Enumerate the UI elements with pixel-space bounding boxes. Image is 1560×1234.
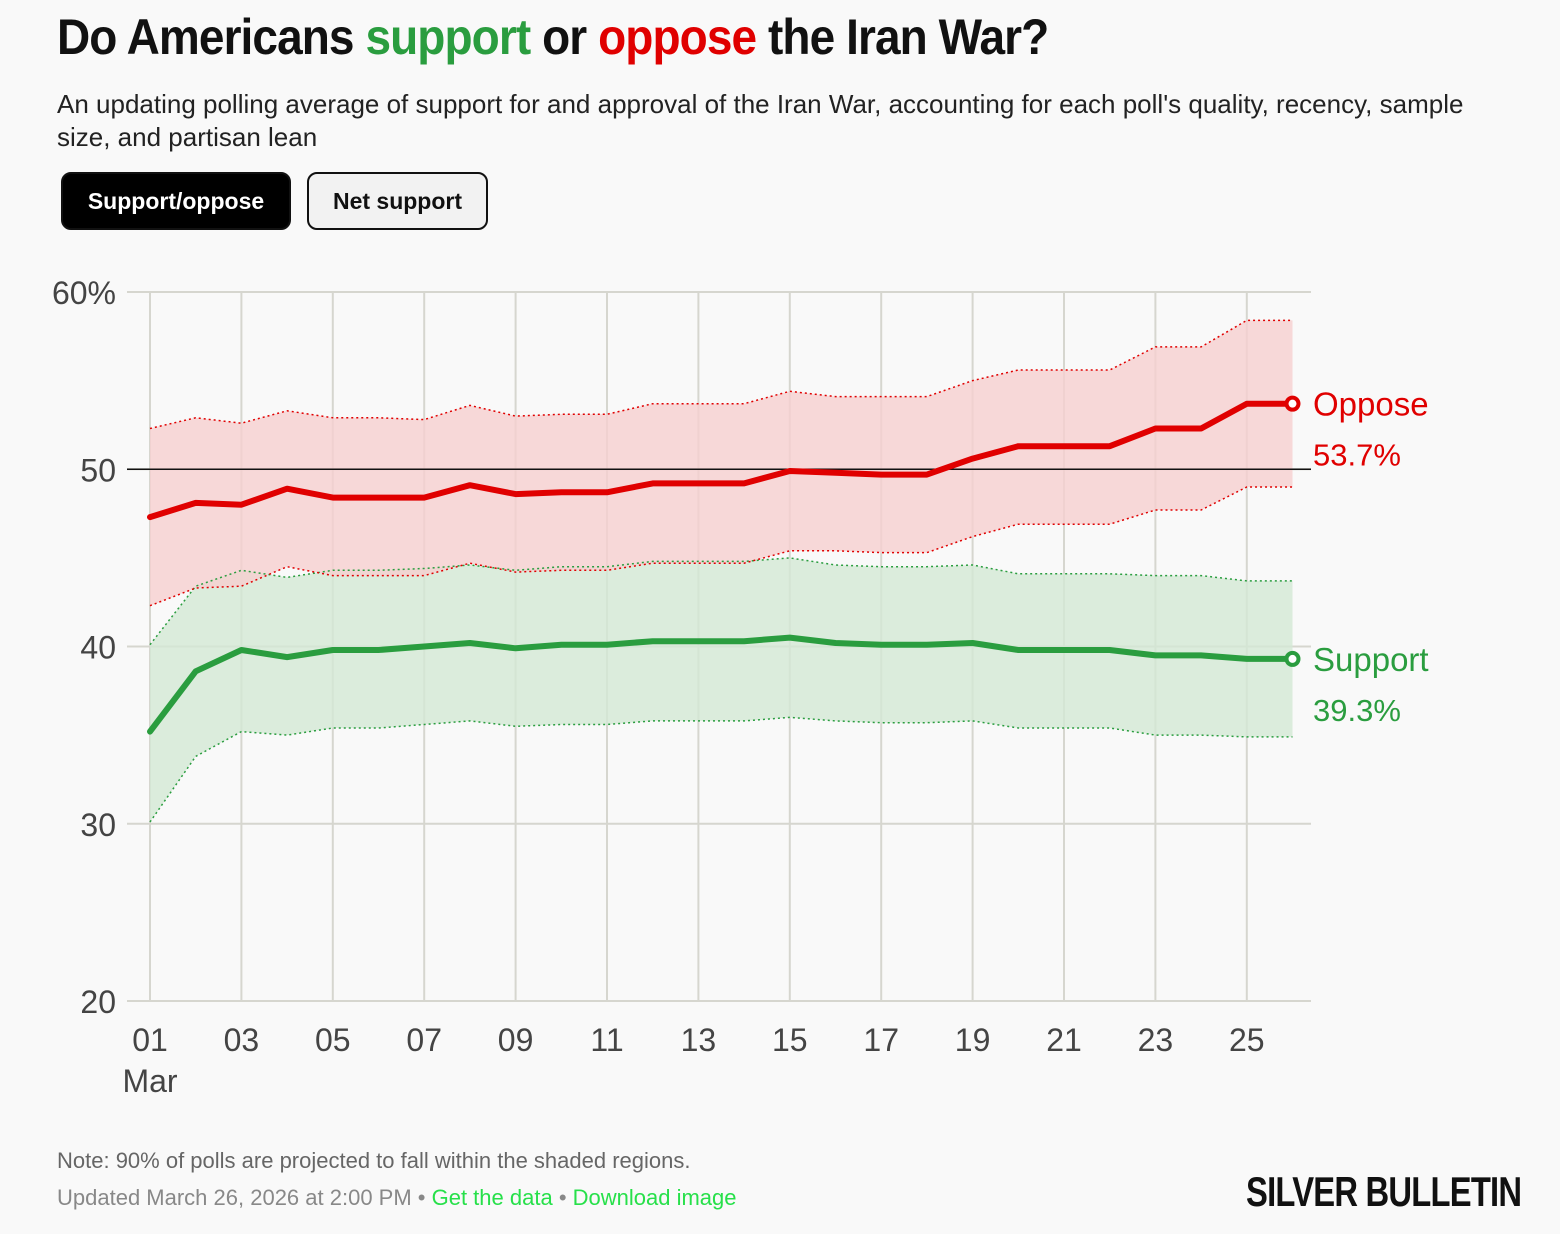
- x-tick-label: 19: [955, 1022, 991, 1058]
- oppose-series-label: Oppose: [1313, 386, 1429, 423]
- chart-title: Do Americans support or oppose the Iran …: [57, 8, 1049, 66]
- title-oppose-word: oppose: [598, 9, 757, 65]
- x-tick-label: 11: [590, 1022, 623, 1058]
- x-tick-label: 03: [224, 1022, 260, 1058]
- y-tick-label: 50: [80, 452, 116, 488]
- x-tick-label: 05: [315, 1022, 351, 1058]
- y-tick-label: 60%: [52, 275, 116, 311]
- support-confidence-band: [150, 557, 1293, 822]
- oppose-line: [147, 400, 1296, 521]
- y-tick-label: 40: [80, 630, 116, 666]
- support-oppose-toggle[interactable]: Support/oppose: [61, 172, 291, 230]
- net-support-toggle[interactable]: Net support: [307, 172, 488, 230]
- download-image-link[interactable]: Download image: [572, 1185, 737, 1210]
- support-value-label: 39.3%: [1313, 693, 1401, 728]
- get-data-link[interactable]: Get the data: [431, 1185, 553, 1210]
- separator-dot: •: [552, 1185, 573, 1210]
- oppose-confidence-band: [150, 320, 1293, 606]
- oppose-end-marker: [1284, 395, 1301, 412]
- updated-timestamp: Updated March 26, 2026 at 2:00 PM: [57, 1185, 412, 1210]
- support-lower-bound: [149, 716, 1293, 823]
- line-chart: Oppose 53.7% Support 39.3% 20 30 40 50 60% 01 03 05…: [52, 275, 1429, 1099]
- x-tick-label: 13: [681, 1022, 717, 1058]
- x-tick-label: 15: [772, 1022, 808, 1058]
- x-tick-label: 07: [406, 1022, 442, 1058]
- support-upper-bound: [149, 557, 1293, 646]
- update-line: Updated March 26, 2026 at 2:00 PM • Get …: [57, 1185, 737, 1211]
- support-line: [147, 634, 1296, 735]
- x-tick-label: 01: [132, 1022, 168, 1058]
- oppose-value-label: 53.7%: [1313, 438, 1401, 473]
- x-tick-label: 23: [1138, 1022, 1174, 1058]
- view-toggle-group: Support/oppose Net support: [61, 172, 488, 230]
- title-support-word: support: [365, 9, 531, 65]
- x-month-label: Mar: [122, 1063, 177, 1099]
- support-series-label: Support: [1313, 641, 1429, 678]
- y-tick-label: 20: [80, 984, 116, 1020]
- y-tick-label: 30: [80, 807, 116, 843]
- title-post: the Iran War?: [756, 9, 1049, 65]
- title-mid: or: [530, 9, 599, 65]
- x-tick-label: 25: [1229, 1022, 1265, 1058]
- support-end-marker: [1284, 650, 1301, 667]
- silver-bulletin-logo: SILVER BULLETIN: [1246, 1168, 1522, 1215]
- title-pre: Do Americans: [57, 9, 366, 65]
- separator-dot: •: [411, 1185, 432, 1210]
- x-tick-label: 17: [863, 1022, 899, 1058]
- oppose-upper-bound: [149, 319, 1293, 430]
- footnote: Note: 90% of polls are projected to fall…: [57, 1148, 691, 1173]
- chart-subtitle: An updating polling average of support f…: [57, 89, 1464, 152]
- x-tick-label: 21: [1046, 1022, 1082, 1058]
- x-tick-label: 09: [498, 1022, 534, 1058]
